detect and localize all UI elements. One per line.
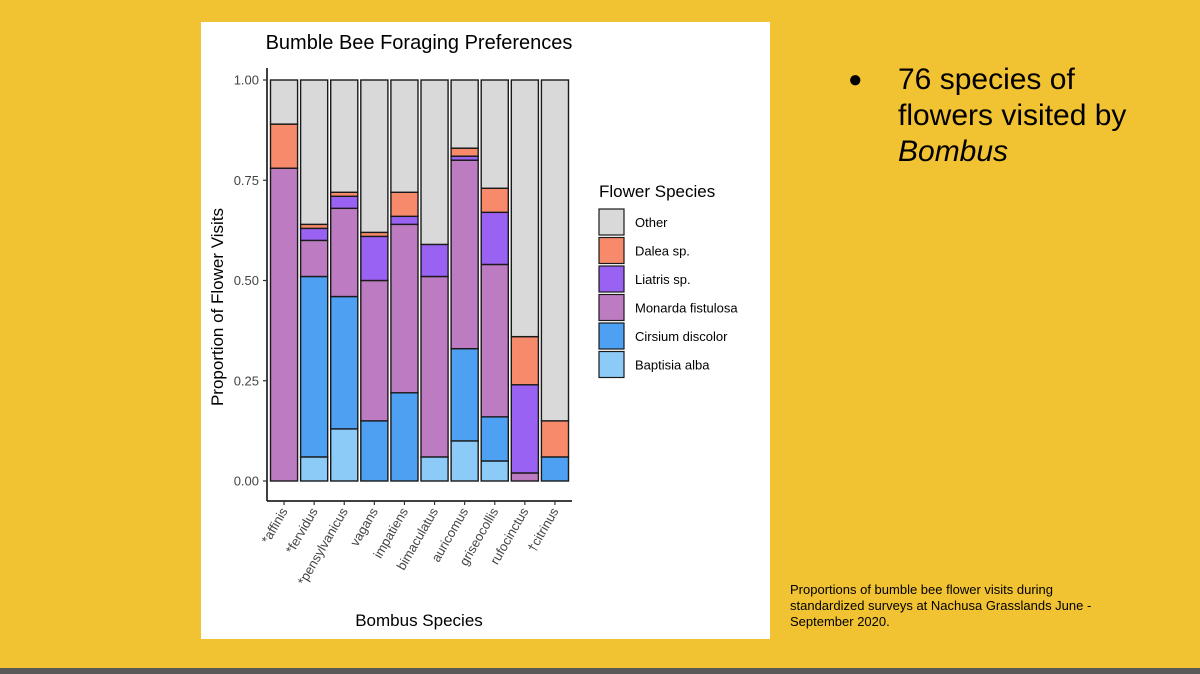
- bar-segment-fervidus-liatris-sp-: [299, 227, 329, 242]
- bar-segment-bimaculatus-monarda-fistulosa: [420, 275, 449, 458]
- bar-segment-griseocollis-dalea-sp-: [480, 187, 509, 214]
- x-tick-label: *affinis: [258, 505, 291, 547]
- bullet-marker: ●: [848, 66, 863, 93]
- y-axis-label: Proportion of Flower Visits: [208, 208, 227, 406]
- bar-segment-pensylvanicus-baptisia-alba: [329, 428, 359, 482]
- bar-segment-impatiens-other: [390, 79, 419, 193]
- stacked-bar-chart: Bumble Bee Foraging Preferences 0.00 0.25…: [208, 32, 738, 630]
- bar-segment-griseocollis-cirsium-discolor: [480, 416, 509, 462]
- bars-group: [269, 79, 570, 482]
- legend-title: Flower Species: [599, 182, 715, 201]
- legend: Flower Species Other Dalea sp. Liatris sp. M…: [598, 182, 738, 379]
- bar-segment-impatiens-cirsium-discolor: [390, 392, 419, 482]
- legend-label: Baptisia alba: [635, 358, 710, 373]
- figure-caption: Proportions of bumble bee flower visits …: [790, 582, 1092, 629]
- bar-segment-griseocollis-monarda-fistulosa: [480, 263, 509, 418]
- bar-segment-rufocinctus-monarda-fistulosa: [510, 472, 540, 482]
- legend-swatch: [598, 208, 625, 236]
- bar-segment-auricomus-monarda-fistulosa: [450, 159, 479, 350]
- bar-segment-impatiens-monarda-fistulosa: [390, 223, 419, 394]
- bar-segment-vagans-monarda-fistulosa: [360, 279, 389, 422]
- bar-segment-auricomus-baptisia-alba: [450, 440, 479, 482]
- bar-segment-pensylvanicus-other: [329, 79, 359, 193]
- bar-segment-affinis-other: [269, 79, 299, 125]
- bar-segment-auricomus-dalea-sp-: [450, 147, 479, 157]
- bullet-text-prefix: 76 species of flowers visited by: [898, 63, 1127, 132]
- bar-segment-fervidus-monarda-fistulosa: [299, 239, 329, 278]
- legend-label: Cirsium discolor: [635, 329, 728, 344]
- bullet-point: ● 76 species of flowers visited by Bombu…: [848, 62, 1148, 170]
- legend-label: Liatris sp.: [635, 272, 691, 287]
- legend-label: Monarda fistulosa: [635, 301, 738, 316]
- y-tick-label: 0.00: [234, 474, 259, 489]
- bar-segment-rufocinctus-other: [510, 79, 540, 338]
- legend-swatch: [598, 350, 625, 379]
- bar-segment-vagans-cirsium-discolor: [360, 420, 389, 482]
- bar-segment-fervidus-other: [299, 79, 329, 226]
- bar-segment-bimaculatus-other: [420, 79, 449, 246]
- legend-swatch: [598, 293, 625, 322]
- bar-segment-impatiens-dalea-sp-: [390, 191, 419, 218]
- bar-segment-vagans-liatris-sp-: [360, 235, 389, 282]
- bar-segment-citrinus-dalea-sp-: [540, 420, 570, 458]
- bar-segment-fervidus-baptisia-alba: [299, 456, 329, 482]
- y-tick-label: 0.25: [234, 373, 259, 388]
- bullet-text: 76 species of flowers visited by Bombus: [898, 62, 1128, 170]
- y-tick-label: 1.00: [234, 73, 259, 88]
- y-tick-label: 0.75: [234, 173, 259, 188]
- bar-segment-pensylvanicus-liatris-sp-: [329, 195, 359, 210]
- bar-segment-rufocinctus-dalea-sp-: [510, 335, 540, 386]
- y-tick-label: 0.50: [234, 273, 259, 288]
- bottom-bar: [0, 668, 1200, 674]
- bar-segment-fervidus-cirsium-discolor: [299, 275, 329, 458]
- bar-segment-affinis-dalea-sp-: [269, 123, 299, 169]
- legend-swatch: [598, 322, 625, 350]
- legend-swatch: [598, 236, 625, 265]
- bar-segment-citrinus-cirsium-discolor: [540, 456, 570, 482]
- bar-segment-rufocinctus-liatris-sp-: [510, 384, 540, 474]
- bar-segment-pensylvanicus-cirsium-discolor: [329, 295, 359, 430]
- bullet-text-italic: Bombus: [898, 135, 1009, 168]
- bar-segment-pensylvanicus-monarda-fistulosa: [329, 207, 359, 298]
- bar-segment-griseocollis-liatris-sp-: [480, 211, 509, 266]
- bar-segment-citrinus-other: [540, 79, 570, 422]
- legend-label: Other: [635, 215, 668, 230]
- chart-panel: Bumble Bee Foraging Preferences 0.00 0.25…: [201, 22, 770, 639]
- bar-segment-auricomus-cirsium-discolor: [450, 347, 479, 442]
- bar-segment-bimaculatus-baptisia-alba: [420, 456, 449, 482]
- x-axis-label: Bombus Species: [355, 611, 483, 630]
- chart-title: Bumble Bee Foraging Preferences: [266, 32, 573, 54]
- bar-segment-auricomus-other: [450, 79, 479, 149]
- bar-segment-impatiens-liatris-sp-: [390, 215, 419, 226]
- bar-segment-vagans-other: [360, 79, 389, 234]
- bar-segment-affinis-monarda-fistulosa: [269, 167, 299, 482]
- bar-segment-griseocollis-baptisia-alba: [480, 460, 509, 482]
- legend-swatch: [598, 265, 625, 293]
- bar-segment-bimaculatus-liatris-sp-: [420, 243, 449, 278]
- bar-segment-griseocollis-other: [480, 79, 509, 189]
- legend-label: Dalea sp.: [635, 244, 690, 259]
